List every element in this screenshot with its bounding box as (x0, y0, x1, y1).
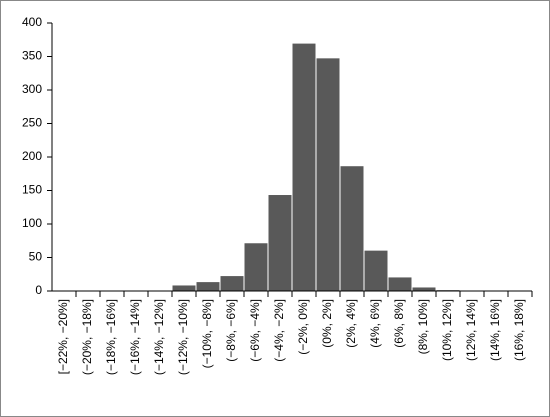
bar (387, 276, 413, 292)
x-tick-label: (−14%, −12%] (152, 299, 166, 375)
y-tick-label: 350 (22, 49, 42, 63)
x-tick-label: (−20%, −18%] (80, 299, 94, 375)
y-tick-label: 300 (22, 82, 42, 96)
y-tick-label: 0 (35, 283, 42, 297)
bar (195, 281, 221, 292)
x-tick-label: (2%, 4%] (344, 299, 358, 348)
y-tick-label: 50 (29, 250, 43, 264)
bar (315, 57, 341, 292)
y-tick-label: 400 (22, 15, 42, 29)
x-tick-label: (4%, 6%] (368, 299, 382, 348)
bar (243, 242, 269, 292)
x-tick-label: (10%, 12%] (440, 299, 454, 361)
y-tick-label: 150 (22, 183, 42, 197)
x-tick-label: (14%, 16%] (488, 299, 502, 361)
x-tick-label: (−10%, −8%] (200, 299, 214, 368)
x-tick-label: (−16%, −14%] (128, 299, 142, 375)
bar (219, 275, 245, 292)
x-tick-label: (−12%, −10%] (176, 299, 190, 375)
bar (339, 165, 365, 292)
y-tick-label: 100 (22, 216, 42, 230)
x-tick-label: (6%, 8%] (392, 299, 406, 348)
x-tick-label: (12%, 14%] (464, 299, 478, 361)
x-tick-label: (0%, 2%] (320, 299, 334, 348)
bar (411, 286, 437, 292)
x-tick-label: (8%, 10%] (416, 299, 430, 354)
bar (267, 194, 293, 292)
bar (171, 284, 197, 292)
x-tick-label: (−4%, −2%] (272, 299, 286, 362)
bar (363, 249, 389, 292)
x-tick-label: (16%, 18%] (512, 299, 526, 361)
x-tick-label: [−22%, −20%] (56, 299, 70, 374)
x-tick-label: (−18%, −16%] (104, 299, 118, 375)
y-tick-label: 200 (22, 149, 42, 163)
x-tick-label: (−8%, −6%] (224, 299, 238, 362)
y-tick-label: 250 (22, 116, 42, 130)
x-tick-label: (−6%, −4%] (248, 299, 262, 362)
bar (291, 42, 317, 292)
x-tick-label: (−2%, 0%] (296, 299, 310, 355)
